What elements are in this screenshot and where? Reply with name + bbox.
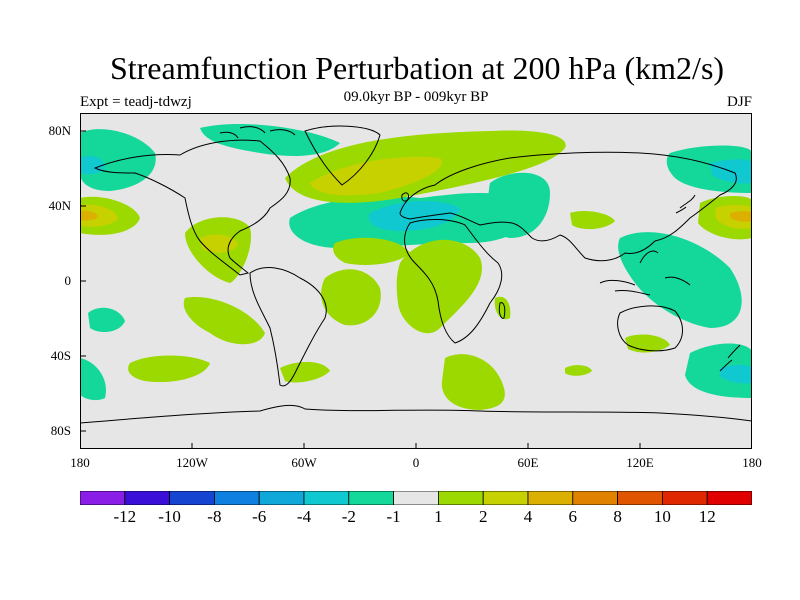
pos-anomaly-npacific-core bbox=[80, 204, 118, 227]
colorbar-label: -8 bbox=[207, 507, 222, 526]
colorbar-label: 6 bbox=[568, 507, 578, 526]
colorbar bbox=[79, 490, 753, 506]
pos-anomaly-npacific-west-max bbox=[80, 210, 98, 221]
colorbar-swatch bbox=[124, 490, 170, 506]
colorbar-swatch bbox=[213, 490, 260, 506]
lon-label: 120E bbox=[626, 455, 654, 470]
coast-maritime-continent bbox=[599, 250, 691, 296]
neg-anomaly-south-pacific bbox=[88, 307, 125, 333]
colorbar-swatch bbox=[79, 490, 126, 506]
colorbar-swatch bbox=[393, 490, 439, 506]
colorbar-swatch bbox=[662, 490, 708, 506]
anomaly-fields bbox=[80, 123, 752, 410]
colorbar-swatch bbox=[348, 490, 394, 506]
pos-anomaly-east-pacific bbox=[183, 297, 265, 345]
neg-anomaly-wpacific bbox=[618, 232, 742, 328]
pos-anomaly-south-america bbox=[321, 269, 381, 326]
colorbar-swatch bbox=[706, 490, 753, 506]
coast-japan bbox=[675, 194, 696, 214]
lat-label: 80N bbox=[48, 123, 71, 138]
lat-label: 80S bbox=[50, 423, 71, 438]
colorbar-label: -2 bbox=[341, 507, 356, 526]
pos-anomaly-greenland-core bbox=[310, 156, 442, 196]
lon-label: 180 bbox=[742, 455, 762, 470]
colorbar-swatch bbox=[482, 490, 529, 506]
plot-subtitle: 09.0kyr BP - 009kyr BP bbox=[343, 89, 489, 105]
neg-anomaly-europe-core bbox=[369, 201, 460, 231]
map-panel bbox=[80, 113, 752, 449]
coast-africa bbox=[404, 219, 503, 344]
pos-anomaly-southern-ocean-africa bbox=[441, 354, 505, 410]
coast-new-zealand bbox=[719, 344, 741, 372]
neg-anomaly-south-nz bbox=[685, 343, 752, 398]
colorbar-swatch bbox=[572, 490, 618, 506]
plot-title: Streamfunction Perturbation at 200 hPa (… bbox=[109, 50, 725, 86]
lon-label: 60W bbox=[291, 455, 317, 470]
lat-label: 40N bbox=[48, 198, 71, 213]
colorbar-swatch bbox=[258, 490, 305, 506]
neg-anomaly-asia bbox=[488, 172, 550, 238]
colorbar-label: -1 bbox=[386, 507, 401, 526]
colorbar-label: 12 bbox=[698, 507, 716, 526]
colorbar-label: 1 bbox=[434, 507, 443, 526]
colorbar-svg bbox=[79, 490, 753, 506]
map-ticks bbox=[80, 130, 641, 449]
colorbar-swatch bbox=[437, 490, 484, 506]
colorbar-label: 10 bbox=[653, 507, 671, 526]
colorbar-label: -6 bbox=[252, 507, 267, 526]
lon-label: 60E bbox=[517, 455, 539, 470]
coast-north-america bbox=[93, 139, 291, 276]
lon-label: 180 bbox=[70, 455, 90, 470]
neg-anomaly-south-nz-core bbox=[720, 364, 752, 384]
colorbar-label: -4 bbox=[296, 507, 312, 526]
pos-anomaly-npacific-east-max bbox=[730, 211, 752, 222]
coast-south-america bbox=[249, 267, 327, 387]
colorbar-label: -10 bbox=[158, 507, 181, 526]
colorbar-label: -12 bbox=[113, 507, 137, 526]
pos-anomaly-atlantic bbox=[333, 237, 410, 265]
experiment-label: Expt = teadj-tdwzj bbox=[80, 94, 192, 110]
coast-madagascar bbox=[498, 302, 506, 319]
arctic-islands bbox=[219, 126, 296, 139]
colorbar-swatch bbox=[527, 490, 574, 506]
coast-british-isles bbox=[401, 192, 409, 202]
pos-anomaly-indian-ocean bbox=[570, 210, 615, 230]
colorbar-swatch bbox=[169, 490, 215, 506]
season-label: DJF bbox=[726, 94, 752, 110]
lon-label: 0 bbox=[412, 455, 420, 470]
lat-label: 0 bbox=[64, 273, 72, 288]
pos-anomaly-s-indian bbox=[565, 365, 592, 376]
colorbar-label: 4 bbox=[523, 507, 533, 526]
neg-anomaly-south-pacific-west bbox=[80, 358, 106, 401]
colorbar-swatch bbox=[617, 490, 663, 506]
coast-antarctica bbox=[80, 404, 752, 424]
pos-anomaly-south-pacific bbox=[128, 355, 210, 383]
coastlines bbox=[80, 125, 752, 424]
colorbar-swatch bbox=[303, 490, 350, 506]
colorbar-label: 8 bbox=[613, 507, 622, 526]
pos-anomaly-madagascar bbox=[494, 296, 511, 320]
coast-australia bbox=[617, 305, 683, 352]
map-svg bbox=[80, 113, 752, 449]
colorbar-label: 2 bbox=[478, 507, 488, 526]
lon-label: 120W bbox=[176, 455, 208, 470]
coast-greenland bbox=[304, 125, 381, 186]
pos-anomaly-africa bbox=[396, 239, 482, 334]
coast-eurasia bbox=[399, 151, 737, 262]
lat-label: 40S bbox=[50, 348, 71, 363]
